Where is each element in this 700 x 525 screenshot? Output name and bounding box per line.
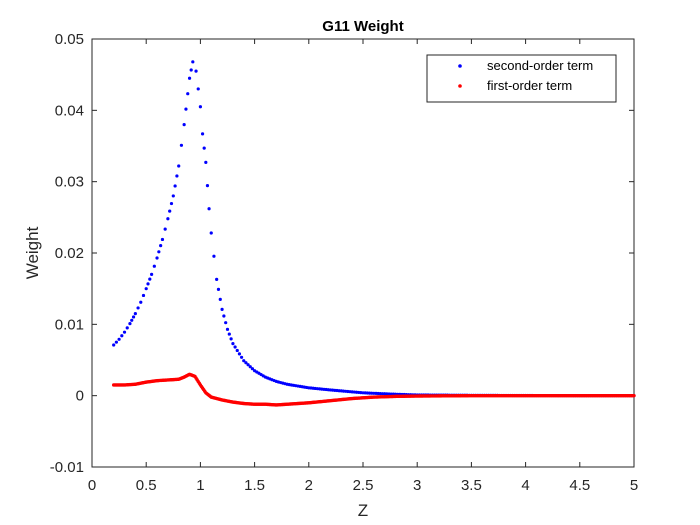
data-point [244, 361, 248, 365]
legend: second-order term first-order term [426, 54, 617, 103]
data-point [148, 277, 152, 281]
data-point [179, 143, 184, 147]
x-tick-label: 4.5 [569, 477, 590, 494]
x-tick-label: 4 [521, 477, 529, 494]
x-tick-label: 3.5 [461, 477, 482, 494]
data-point [159, 244, 163, 248]
data-point [187, 76, 192, 80]
data-point [173, 184, 177, 188]
data-point [184, 107, 188, 111]
data-point [239, 355, 244, 359]
data-point [212, 254, 216, 258]
data-point [136, 306, 140, 310]
data-point [171, 194, 175, 198]
data-point [163, 227, 167, 231]
data-point [227, 332, 231, 336]
data-point [200, 132, 205, 136]
legend-label: second-order term [487, 58, 593, 73]
data-point [125, 326, 129, 330]
data-point [215, 277, 219, 281]
data-point [248, 365, 252, 369]
x-tick-label: 0 [88, 477, 96, 494]
x-tick-label: 1.5 [244, 477, 265, 494]
y-tick-label: 0.03 [55, 174, 84, 191]
y-tick-label: 0 [76, 388, 84, 405]
data-point [204, 160, 208, 165]
data-point [218, 297, 222, 301]
data-point [122, 330, 127, 334]
data-point [146, 282, 150, 286]
y-tick-label: 0.01 [55, 316, 84, 333]
y-tick-label: 0.02 [55, 245, 84, 262]
data-point [144, 287, 148, 291]
data-point [128, 322, 132, 326]
legend-marker [458, 84, 462, 88]
data-point [233, 345, 237, 349]
data-point [133, 312, 137, 316]
data-point [186, 92, 190, 96]
data-point [150, 272, 154, 276]
data-point [175, 174, 179, 178]
x-tick-label: 0.5 [136, 477, 157, 494]
data-point [196, 87, 200, 91]
data-point [250, 367, 255, 371]
plot-area: 0 0.5 1 1.5 2 2.5 3 3.5 4 4.5 5-0.0100.010.020.030… [50, 31, 638, 494]
data-point [242, 359, 246, 363]
data-point [202, 146, 206, 150]
data-point [168, 209, 172, 213]
legend-box [426, 54, 617, 103]
data-point [131, 315, 136, 319]
legend-marker [458, 64, 462, 68]
data-point [632, 393, 636, 398]
chart-title: G11 Weight [322, 18, 403, 35]
y-tick-label: 0.04 [55, 102, 84, 119]
x-tick-label: 2.5 [353, 477, 374, 494]
data-point [198, 105, 202, 109]
data-point [205, 183, 210, 188]
x-tick-label: 1 [196, 477, 204, 494]
data-point [120, 334, 124, 338]
data-point [157, 250, 161, 254]
legend-label: first-order term [487, 78, 572, 93]
data-point [189, 68, 193, 72]
data-point [246, 363, 250, 367]
data-point [169, 201, 174, 206]
data-point [155, 256, 159, 260]
data-point [112, 343, 116, 347]
data-point [224, 321, 228, 325]
data-point [141, 293, 146, 298]
data-point [225, 327, 230, 331]
data-point [231, 341, 235, 346]
y-tick-label: -0.01 [50, 459, 84, 476]
x-tick-label: 3 [413, 477, 421, 494]
data-point [222, 314, 226, 318]
data-point [177, 164, 181, 168]
data-point [220, 307, 224, 311]
x-tick-label: 2 [305, 477, 313, 494]
series-2 [111, 372, 636, 407]
x-tick-label: 5 [630, 477, 638, 494]
y-tick-label: 0.05 [55, 31, 84, 48]
data-point [216, 287, 221, 291]
data-point [130, 318, 134, 322]
data-point [207, 207, 211, 211]
data-point [139, 300, 143, 304]
data-point [152, 264, 156, 268]
x-axis-label: Z [358, 501, 368, 520]
data-point [114, 340, 118, 344]
data-point [166, 217, 170, 221]
data-point [229, 337, 233, 341]
data-point [191, 60, 195, 64]
data-point [182, 123, 186, 127]
data-point [160, 237, 165, 242]
data-point [235, 348, 239, 353]
y-axis-label: Weight [23, 226, 42, 279]
data-point [117, 337, 121, 341]
data-point [194, 69, 198, 73]
data-point [237, 352, 242, 356]
data-point [209, 231, 213, 235]
